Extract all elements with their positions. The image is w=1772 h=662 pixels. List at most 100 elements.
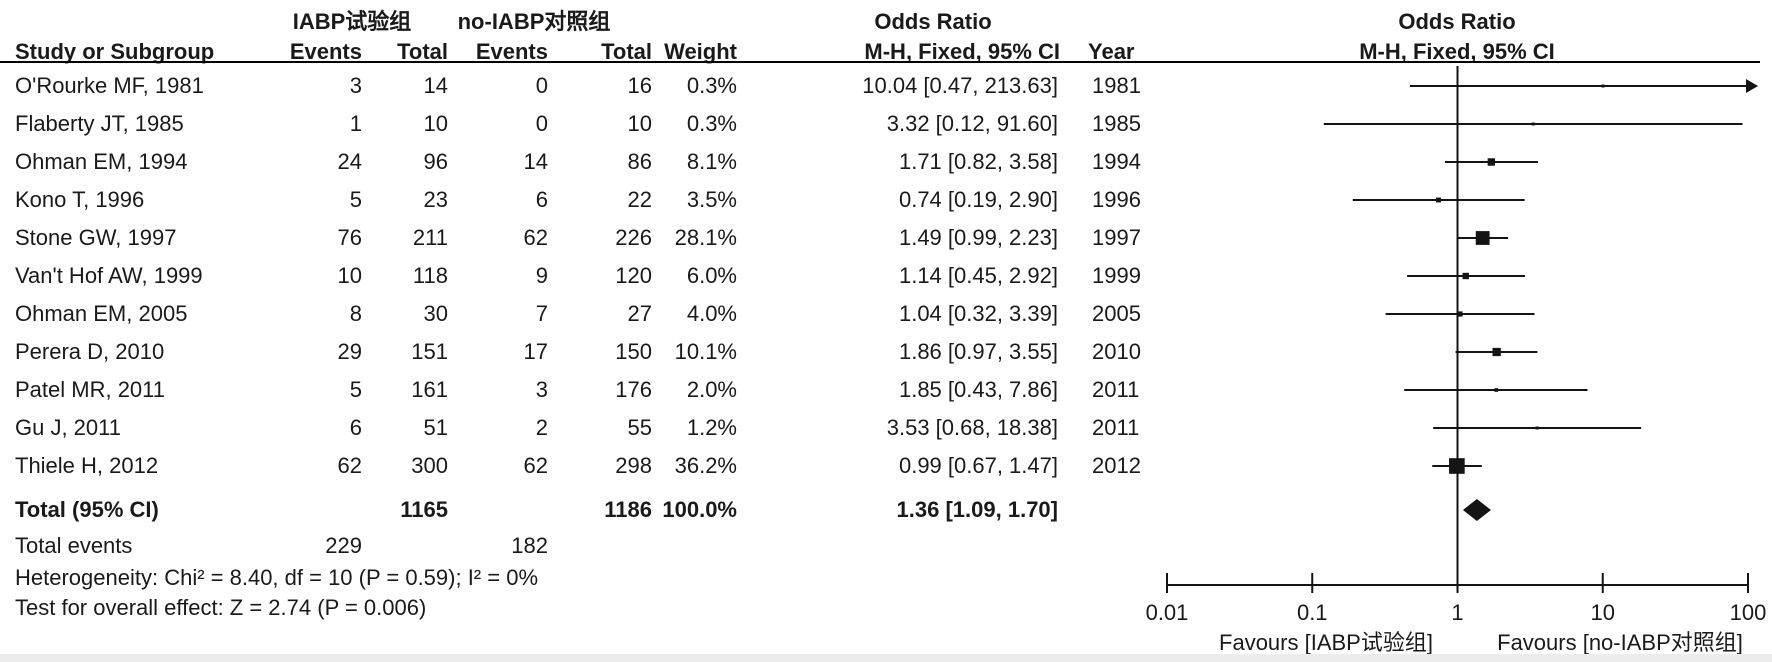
overall-effect-text: Test for overall effect: Z = 2.74 (P = 0… — [15, 595, 427, 620]
summary-diamond — [1462, 499, 1491, 521]
col-events2-header: Events — [475, 39, 548, 64]
weight-value: 8.1% — [686, 149, 737, 174]
effect-square — [1462, 272, 1469, 280]
year-value: 1985 — [1092, 111, 1141, 136]
col-total1-header: Total — [397, 39, 448, 64]
favours-right-label: Favours [no-IABP对照组] — [1497, 630, 1743, 655]
study-name: Gu J, 2011 — [15, 415, 121, 440]
col-weight-header: Weight — [664, 39, 737, 64]
weight-value: 4.0% — [686, 301, 737, 326]
total1-value: 96 — [423, 149, 448, 174]
events2-value: 14 — [523, 149, 548, 174]
effect-square — [1475, 231, 1490, 245]
favours-left-label: Favours [IABP试验组] — [1219, 630, 1433, 655]
total1-value: 51 — [423, 415, 448, 440]
effect-square — [1436, 197, 1441, 203]
total1-value: 23 — [423, 187, 448, 212]
bottom-strip — [0, 654, 1772, 662]
events2-value: 6 — [535, 187, 548, 212]
weight-value: 6.0% — [686, 263, 737, 288]
events2-value: 2 — [535, 415, 548, 440]
events1-value: 24 — [337, 149, 362, 174]
events2-value: 62 — [523, 453, 548, 478]
total2-value: 55 — [627, 415, 652, 440]
or-ci-value: 1.86 [0.97, 3.55] — [898, 339, 1058, 364]
year-value: 1999 — [1092, 263, 1141, 288]
total-weight: 100.0% — [662, 497, 737, 522]
study-name: Patel MR, 2011 — [15, 377, 166, 402]
total1-value: 300 — [411, 453, 448, 478]
study-name: Stone GW, 1997 — [15, 225, 177, 250]
events1-value: 1 — [349, 111, 362, 136]
or-ci-value: 0.74 [0.19, 2.90] — [898, 187, 1058, 212]
weight-value: 0.3% — [686, 73, 737, 98]
events1-value: 5 — [349, 187, 362, 212]
effect-square — [1457, 311, 1463, 317]
events1-value: 10 — [337, 263, 362, 288]
group1-header: IABP试验组 — [292, 9, 412, 34]
total1-value: 14 — [423, 73, 448, 98]
or-ci-value: 10.04 [0.47, 213.63] — [862, 73, 1058, 98]
study-name: O'Rourke MF, 1981 — [15, 73, 204, 98]
total1-value: 10 — [423, 111, 448, 136]
year-value: 2011 — [1092, 377, 1140, 402]
events2-value: 62 — [523, 225, 548, 250]
events1-value: 62 — [337, 453, 362, 478]
total1-value: 118 — [412, 263, 448, 288]
study-name: Perera D, 2010 — [15, 339, 165, 364]
weight-value: 2.0% — [686, 377, 737, 402]
axis-tick-label: 0.1 — [1296, 600, 1328, 625]
col-events1-header: Events — [289, 39, 362, 64]
events2-value: 0 — [535, 73, 548, 98]
year-value: 2012 — [1092, 453, 1141, 478]
total1-value: 30 — [423, 301, 448, 326]
events1-value: 3 — [349, 73, 362, 98]
events2-value: 3 — [535, 377, 548, 402]
study-name: Ohman EM, 2005 — [15, 301, 188, 326]
weight-value: 28.1% — [674, 225, 737, 250]
total2-value: 27 — [627, 301, 652, 326]
plot-effect-header: Odds Ratio — [1398, 9, 1516, 34]
study-name: Ohman EM, 1994 — [15, 149, 188, 174]
total-label: Total (95% CI) — [15, 497, 159, 522]
year-value: 2010 — [1092, 339, 1141, 364]
study-name: Thiele H, 2012 — [15, 453, 159, 478]
col-year-header: Year — [1088, 39, 1135, 64]
effect-square — [1492, 347, 1501, 357]
events2-value: 7 — [535, 301, 548, 326]
year-value: 1994 — [1092, 149, 1141, 174]
axis-tick-label: 100 — [1729, 600, 1767, 625]
events2-value: 9 — [535, 263, 548, 288]
events1-value: 8 — [349, 301, 362, 326]
total-events-group2: 182 — [511, 533, 548, 558]
or-ci-value: 3.53 [0.68, 18.38] — [886, 415, 1058, 440]
events1-value: 5 — [349, 377, 362, 402]
effect-square — [1494, 388, 1499, 392]
total2-value: 150 — [615, 339, 652, 364]
or-ci-value: 1.85 [0.43, 7.86] — [898, 377, 1058, 402]
group2-header: no-IABP对照组 — [457, 9, 611, 34]
total1-value: 151 — [411, 339, 448, 364]
axis-tick-label: 0.01 — [1145, 600, 1189, 625]
or-ci-value: 1.71 [0.82, 3.58] — [898, 149, 1058, 174]
study-name: Kono T, 1996 — [15, 187, 145, 212]
header-rule — [0, 61, 1760, 63]
or-ci-value: 1.14 [0.45, 2.92] — [898, 263, 1058, 288]
total1-value: 161 — [411, 377, 448, 402]
ci-arrow-right — [1746, 79, 1758, 93]
year-value: 1997 — [1092, 225, 1141, 250]
year-value: 2005 — [1092, 301, 1141, 326]
total2-value: 16 — [627, 73, 652, 98]
total2-value: 86 — [627, 149, 652, 174]
total2-value: 298 — [615, 453, 652, 478]
events1-value: 6 — [349, 415, 362, 440]
total2-value: 10 — [627, 111, 652, 136]
total1-value: 211 — [412, 225, 448, 250]
plot-mh-header: M-H, Fixed, 95% CI — [1359, 39, 1555, 64]
study-name: Flaberty JT, 1985 — [15, 111, 184, 136]
events2-value: 17 — [523, 339, 548, 364]
effect-square — [1531, 122, 1535, 126]
total-n2: 1186 — [604, 497, 652, 522]
